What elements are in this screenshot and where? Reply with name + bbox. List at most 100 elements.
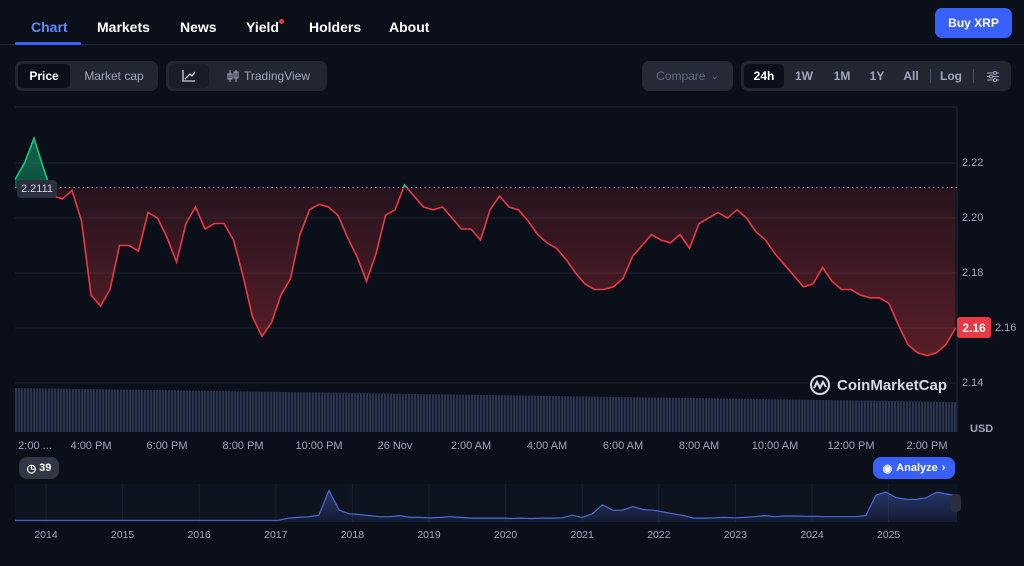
volume-bar xyxy=(33,388,36,432)
tradingview-button[interactable]: TradingView xyxy=(216,64,321,88)
volume-bar xyxy=(852,400,855,432)
range-1y[interactable]: 1Y xyxy=(869,69,885,83)
volume-bar xyxy=(129,389,132,432)
volume-bar xyxy=(186,390,189,432)
volume-bar xyxy=(408,393,411,432)
volume-bar xyxy=(375,393,378,432)
coinmarketcap-watermark: CoinMarketCap xyxy=(809,374,947,396)
volume-bar xyxy=(789,399,792,432)
volume-bar xyxy=(582,396,585,432)
volume-bar xyxy=(945,401,948,432)
volume-bar xyxy=(513,395,516,432)
compare-label: Compare xyxy=(656,69,706,83)
line-chart-button[interactable] xyxy=(169,64,209,88)
volume-bar xyxy=(921,401,924,432)
volume-bar xyxy=(603,396,606,432)
overview-year-label: 2015 xyxy=(110,529,135,541)
volume-bar xyxy=(207,390,210,432)
tab-news[interactable]: News xyxy=(180,19,217,35)
range-24h[interactable]: 24h xyxy=(744,64,784,88)
volume-bar xyxy=(729,398,732,432)
volume-bar xyxy=(99,389,102,432)
volume-bar xyxy=(231,391,234,432)
volume-bar xyxy=(849,400,852,432)
volume-bar xyxy=(501,395,504,432)
volume-bar xyxy=(384,393,387,432)
volume-bar xyxy=(597,396,600,432)
price-line-down xyxy=(49,187,957,357)
tab-markets[interactable]: Markets xyxy=(97,19,150,35)
volume-bar xyxy=(132,389,135,432)
overview-year-label: 2016 xyxy=(187,529,211,541)
volume-bar xyxy=(615,396,618,432)
tab-chart[interactable]: Chart xyxy=(31,19,68,35)
volume-bar xyxy=(225,391,228,432)
volume-bar xyxy=(471,394,474,432)
x-tick-label: 8:00 PM xyxy=(222,440,264,452)
tab-holders[interactable]: Holders xyxy=(309,19,362,35)
volume-bar xyxy=(666,397,669,432)
log-toggle[interactable]: Log xyxy=(940,69,962,83)
volume-bar xyxy=(495,395,498,432)
volume-bar xyxy=(39,388,42,432)
volume-bar xyxy=(444,394,447,432)
range-all[interactable]: All xyxy=(903,69,919,83)
range-1w[interactable]: 1W xyxy=(795,69,813,83)
volume-bar xyxy=(72,388,75,432)
volume-bar xyxy=(189,390,192,432)
volume-bar xyxy=(420,394,423,432)
volume-bar xyxy=(954,401,957,432)
volume-bar xyxy=(300,392,303,432)
volume-bar xyxy=(357,393,360,432)
volume-bar xyxy=(948,401,951,432)
volume-bar xyxy=(135,389,138,432)
market-cap-button[interactable]: Market cap xyxy=(84,69,144,83)
volume-bar xyxy=(219,391,222,432)
volume-bar xyxy=(567,396,570,432)
volume-bar xyxy=(75,388,78,432)
range-1m[interactable]: 1M xyxy=(833,69,851,83)
volume-bar xyxy=(534,395,537,432)
volume-bar xyxy=(783,399,786,432)
volume-bar xyxy=(936,401,939,432)
volume-bar xyxy=(63,388,66,432)
volume-bar xyxy=(609,396,612,432)
volume-bar xyxy=(285,392,288,432)
compare-dropdown[interactable]: Compare ⌄ xyxy=(642,61,733,91)
volume-bar xyxy=(123,389,126,432)
volume-bar xyxy=(465,394,468,432)
volume-bar xyxy=(807,399,810,432)
volume-bar xyxy=(348,392,351,432)
volume-bar xyxy=(705,398,708,432)
volume-bar xyxy=(633,397,636,432)
volume-bar xyxy=(735,398,738,432)
watermark-text: CoinMarketCap xyxy=(837,376,948,394)
tab-about[interactable]: About xyxy=(389,19,430,35)
chart-settings-button[interactable] xyxy=(979,64,1007,88)
volume-bar xyxy=(720,398,723,432)
volume-bar xyxy=(642,397,645,432)
volume-bar xyxy=(258,391,261,432)
range-selector: 24h 1W 1M 1Y All Log xyxy=(741,61,1011,91)
price-button[interactable]: Price xyxy=(18,64,70,88)
volume-bar xyxy=(90,389,93,432)
volume-bar xyxy=(126,389,129,432)
history-button[interactable]: ◷ 39 xyxy=(19,457,59,479)
volume-bar xyxy=(684,397,687,432)
volume-bar xyxy=(183,390,186,432)
volume-bar xyxy=(48,388,51,432)
volume-bar xyxy=(171,390,174,432)
volume-bar xyxy=(387,393,390,432)
buy-xrp-button[interactable]: Buy XRP xyxy=(935,8,1012,38)
tab-yield[interactable]: Yield xyxy=(246,19,279,35)
volume-bar xyxy=(336,392,339,432)
volume-bar xyxy=(891,401,894,432)
analyze-button[interactable]: ◉ Analyze › xyxy=(873,457,955,479)
volume-bar xyxy=(753,398,756,432)
volume-bar xyxy=(324,392,327,432)
overview-year-label: 2019 xyxy=(417,529,441,541)
volume-bar xyxy=(834,400,837,432)
x-tick-label: 4:00 AM xyxy=(526,440,568,452)
x-tick-label: 12:00 PM xyxy=(827,440,875,452)
